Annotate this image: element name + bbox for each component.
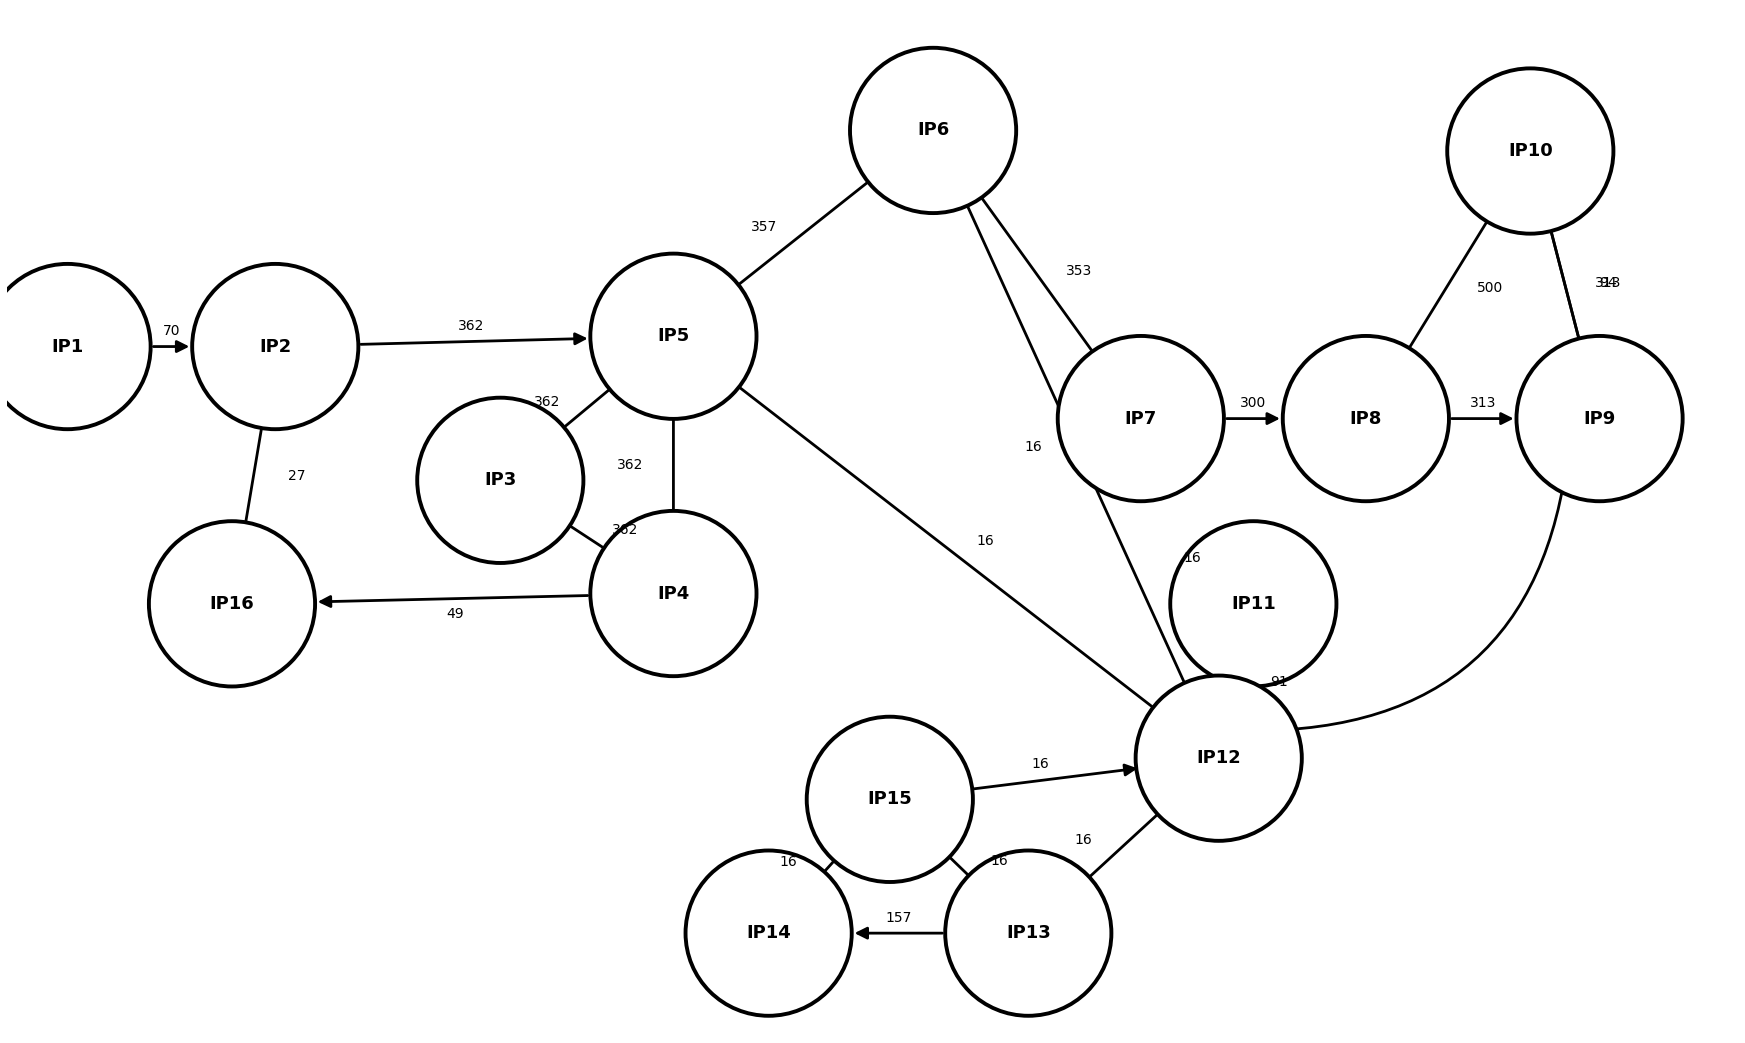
FancyArrowPatch shape [1061,790,1185,903]
Ellipse shape [0,264,150,430]
Ellipse shape [850,48,1016,213]
Text: 157: 157 [885,911,911,925]
FancyArrowPatch shape [970,765,1134,790]
Text: 362: 362 [457,319,485,333]
FancyArrowPatch shape [361,334,585,344]
Text: 16: 16 [1031,757,1049,771]
FancyArrowPatch shape [710,365,1180,728]
Ellipse shape [686,850,852,1016]
Text: 313: 313 [1469,396,1495,410]
FancyArrowPatch shape [1452,414,1511,423]
Text: 70: 70 [162,324,180,338]
FancyArrowPatch shape [710,161,895,308]
FancyArrowPatch shape [955,162,1117,385]
Text: 91: 91 [1270,675,1288,689]
FancyArrowPatch shape [1253,452,1572,731]
FancyArrowPatch shape [536,367,637,452]
Text: 16: 16 [780,854,797,869]
Text: 16: 16 [1183,551,1201,564]
Text: IP3: IP3 [483,471,517,489]
Text: 49: 49 [447,607,464,621]
Ellipse shape [1283,336,1448,502]
Ellipse shape [1136,676,1302,841]
FancyArrowPatch shape [1537,186,1591,387]
Ellipse shape [1057,336,1223,502]
FancyArrowPatch shape [1539,184,1593,384]
Text: 27: 27 [288,469,305,483]
Text: IP6: IP6 [916,121,949,140]
Ellipse shape [417,397,583,563]
Text: IP1: IP1 [51,338,84,356]
Text: IP8: IP8 [1349,410,1382,428]
Ellipse shape [1171,522,1337,686]
Ellipse shape [590,253,757,419]
Ellipse shape [946,850,1112,1016]
Text: IP5: IP5 [658,328,689,345]
Text: IP16: IP16 [209,595,255,613]
Text: 16: 16 [1024,440,1042,454]
FancyArrowPatch shape [857,928,942,938]
FancyArrowPatch shape [668,371,679,561]
Text: IP11: IP11 [1230,595,1276,613]
Ellipse shape [1447,69,1614,234]
Ellipse shape [806,717,974,882]
Text: 94: 94 [1598,276,1618,290]
Text: 16: 16 [977,534,995,548]
Ellipse shape [148,522,316,686]
Text: 16: 16 [991,854,1009,868]
FancyArrowPatch shape [234,379,270,568]
Text: IP14: IP14 [747,924,790,942]
Text: 500: 500 [1478,281,1504,295]
FancyArrowPatch shape [797,829,862,901]
FancyArrowPatch shape [1227,639,1248,726]
Text: 353: 353 [1066,264,1092,277]
Text: IP12: IP12 [1197,749,1241,768]
Text: 362: 362 [612,523,639,536]
Text: IP9: IP9 [1583,410,1616,428]
Text: 16: 16 [1075,833,1092,847]
FancyArrowPatch shape [1386,185,1509,387]
Text: IP10: IP10 [1508,142,1553,160]
FancyArrowPatch shape [948,162,1204,724]
Text: IP7: IP7 [1126,410,1157,428]
FancyArrowPatch shape [543,508,628,564]
FancyArrowPatch shape [154,341,187,351]
Text: 313: 313 [1595,276,1621,290]
Ellipse shape [192,264,358,430]
Text: IP13: IP13 [1005,924,1050,942]
Ellipse shape [1516,336,1682,502]
Text: IP2: IP2 [260,338,291,356]
Text: 362: 362 [534,395,560,409]
Text: 300: 300 [1241,396,1267,410]
Text: 357: 357 [750,220,777,234]
Text: IP15: IP15 [867,791,913,808]
Text: 362: 362 [618,458,644,471]
Text: IP4: IP4 [658,584,689,603]
Ellipse shape [590,511,757,676]
FancyArrowPatch shape [1227,414,1277,423]
FancyArrowPatch shape [321,596,588,607]
FancyArrowPatch shape [921,829,995,901]
